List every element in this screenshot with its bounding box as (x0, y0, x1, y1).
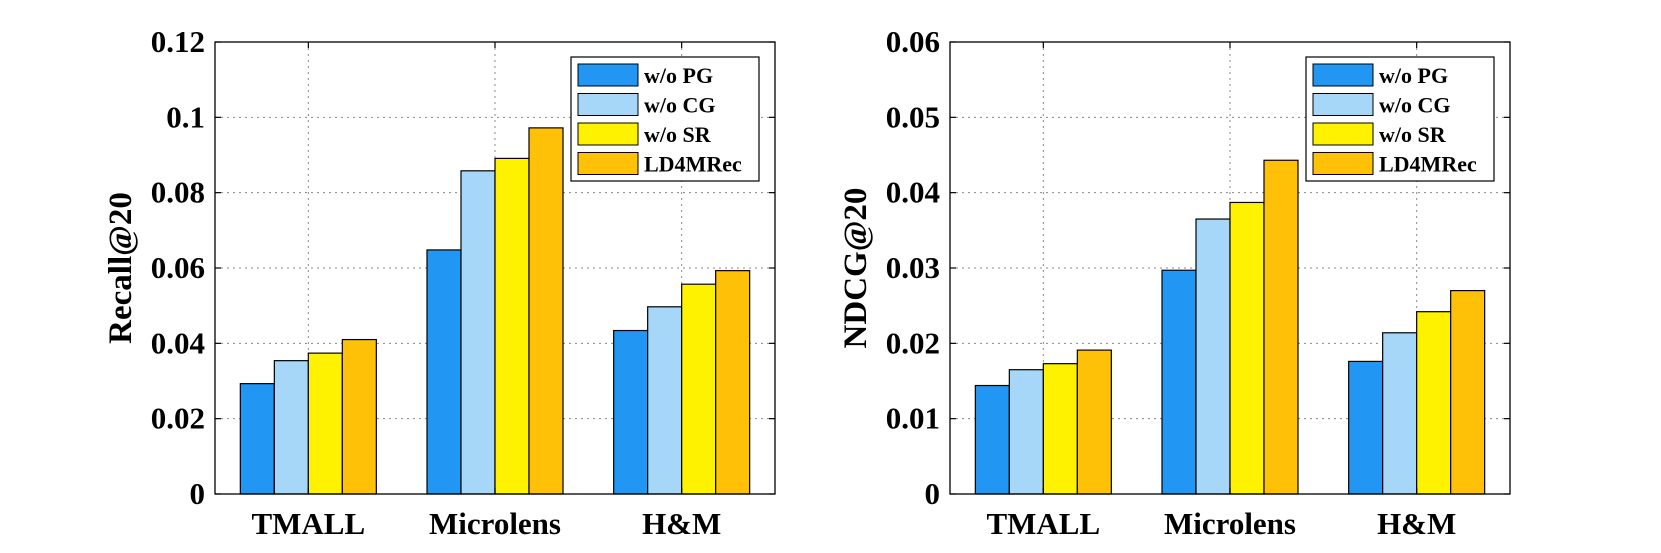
bar-w-o-cg-h-m (1382, 332, 1418, 495)
y-tick-label: 0.08 (151, 175, 205, 210)
y-tick-label: 0.12 (151, 24, 205, 59)
legend-swatch (577, 152, 639, 175)
bar-w-o-sr-h-m (1416, 311, 1452, 495)
y-tick-label: 0.06 (886, 24, 940, 59)
legend-label: LD4MRec (644, 152, 742, 177)
legend-swatch (577, 122, 639, 146)
y-axis-title: Recall@20 (103, 192, 139, 344)
y-tick-label: 0.02 (151, 401, 205, 436)
y-tick-label: 0.1 (166, 99, 205, 134)
bar-ld4mrec-tmall (1076, 349, 1112, 495)
x-category-label: Microlens (429, 506, 561, 541)
bar-w-o-pg-tmall (239, 383, 275, 495)
bar-w-o-pg-h-m (613, 329, 649, 495)
bar-w-o-pg-tmall (974, 384, 1010, 495)
bar-ld4mrec-tmall (341, 338, 377, 495)
legend-label: w/o PG (644, 63, 713, 88)
y-tick-label: 0.04 (886, 175, 940, 210)
chart-panel-2: 0 0.01 0.02 0.03 0.04 0.05 0.06 TMALL Microlens H… (838, 24, 1511, 541)
bar-w-o-pg-microlens (1161, 269, 1197, 495)
bar-w-o-pg-h-m (1348, 360, 1384, 495)
x-category-label: H&M (642, 506, 721, 541)
legend: w/o PG w/o CG w/o SR LD4MRec (570, 56, 760, 182)
bar-w-o-sr-microlens (1229, 201, 1265, 495)
y-tick-label: 0 (190, 476, 206, 511)
y-tick-label: 0.06 (151, 250, 205, 285)
bar-w-o-cg-h-m (647, 306, 683, 495)
bar-w-o-sr-microlens (494, 157, 530, 495)
x-category-label: H&M (1377, 506, 1456, 541)
chart-panel-1: 0 0.02 0.04 0.06 0.08 0.1 0.12 TMALL Microlens H&… (103, 24, 776, 541)
legend-label: LD4MRec (1379, 152, 1477, 177)
bar-w-o-cg-tmall (273, 360, 309, 495)
legend-swatch (1312, 93, 1374, 116)
bar-w-o-pg-microlens (426, 249, 462, 495)
legend-swatch (577, 63, 639, 87)
bar-w-o-cg-microlens (460, 170, 496, 495)
legend-swatch (1312, 63, 1374, 87)
bar-ld4mrec-h-m (1450, 290, 1486, 495)
legend-label: w/o PG (1379, 63, 1448, 88)
bar-ld4mrec-microlens (528, 127, 564, 495)
y-tick-label: 0 (925, 476, 941, 511)
bar-w-o-sr-tmall (1042, 363, 1078, 495)
legend-swatch (1312, 152, 1374, 175)
legend-swatch (1312, 122, 1374, 146)
y-axis-title: NDCG@20 (838, 188, 874, 349)
y-tick-label: 0.03 (886, 250, 940, 285)
y-tick-label: 0.05 (886, 99, 940, 134)
bar-w-o-sr-h-m (681, 283, 717, 495)
y-tick-label: 0.01 (886, 401, 940, 436)
legend-swatch (577, 93, 639, 116)
bar-w-o-cg-microlens (1195, 218, 1231, 495)
legend-label: w/o CG (644, 93, 716, 118)
x-category-label: Microlens (1164, 506, 1296, 541)
bar-ld4mrec-h-m (715, 270, 751, 495)
x-category-label: TMALL (251, 506, 365, 541)
bar-ld4mrec-microlens (1263, 159, 1299, 495)
y-tick-label: 0.04 (151, 325, 205, 360)
legend-label: w/o SR (644, 122, 712, 147)
bar-w-o-sr-tmall (307, 352, 343, 495)
legend-label: w/o CG (1379, 93, 1451, 118)
legend-label: w/o SR (1379, 122, 1447, 147)
bar-w-o-cg-tmall (1008, 369, 1044, 495)
legend: w/o PG w/o CG w/o SR LD4MRec (1305, 56, 1495, 182)
y-tick-label: 0.02 (886, 325, 940, 360)
x-category-label: TMALL (986, 506, 1100, 541)
